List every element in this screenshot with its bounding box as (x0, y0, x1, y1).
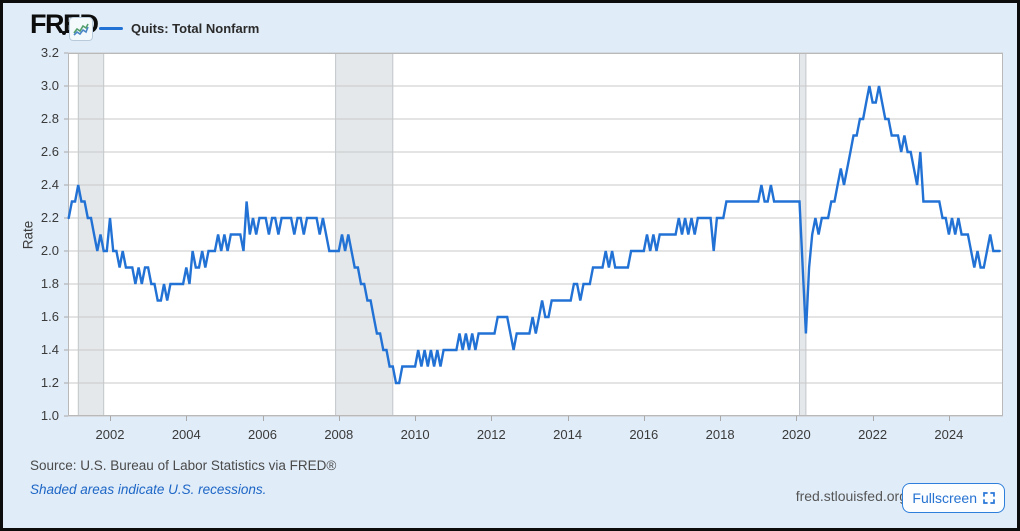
x-tick-label: 2016 (629, 427, 659, 442)
y-tick-label: 1.6 (40, 309, 59, 324)
x-tick-mark (338, 416, 340, 421)
site-url: fred.stlouisfed.org (795, 488, 907, 504)
x-tick-label: 2014 (553, 427, 583, 442)
x-tick-mark (415, 416, 417, 421)
y-tick-label: 2.8 (40, 111, 59, 126)
y-tick-label: 2.6 (40, 144, 59, 159)
recession-note-link[interactable]: Shaded areas indicate U.S. recessions. (30, 482, 267, 497)
x-tick-mark (110, 416, 111, 421)
x-tick-label: 2022 (858, 427, 888, 442)
y-tick-label: 3.0 (40, 78, 59, 93)
legend-line-swatch (99, 26, 123, 30)
x-axis: 2002 2004 2006 2008 2010 2012 2014 2016 2018 2020… (68, 416, 1003, 448)
y-tick-label: 1.0 (40, 408, 59, 423)
x-tick-mark (262, 416, 264, 421)
source-text: Source: U.S. Bureau of Labor Statistics … (30, 458, 337, 473)
y-tick-label: 3.2 (40, 45, 59, 60)
x-tick-label: 2010 (400, 427, 430, 442)
x-tick-mark (948, 416, 950, 421)
fullscreen-button[interactable]: Fullscreen (902, 483, 1005, 513)
x-tick-mark (720, 416, 722, 421)
x-tick-label: 2008 (324, 427, 354, 442)
x-tick-mark (796, 416, 798, 421)
x-tick-mark (567, 416, 569, 421)
chart-canvas (64, 52, 1003, 417)
legend: Quits: Total Nonfarm (99, 20, 259, 36)
y-tick-label: 2.4 (40, 177, 59, 192)
fred-logo-sparkline-icon (69, 17, 93, 41)
y-tick-label: 1.4 (40, 342, 59, 357)
x-tick-label: 2012 (476, 427, 506, 442)
x-tick-label: 2020 (781, 427, 811, 442)
x-tick-mark (643, 416, 645, 421)
y-tick-label: 2.0 (40, 243, 59, 258)
x-tick-mark (491, 416, 493, 421)
x-tick-label: 2004 (171, 427, 201, 442)
y-tick-label: 1.2 (40, 375, 59, 390)
x-tick-mark (186, 416, 188, 421)
plot-area[interactable] (64, 52, 1003, 417)
fullscreen-button-label: Fullscreen (912, 490, 977, 506)
y-axis: 1.0 1.2 1.4 1.6 1.8 2.0 2.2 2.4 2.6 2.8 3.0 3.2 (3, 45, 61, 423)
x-tick-label: 2006 (248, 427, 277, 442)
fullscreen-expand-icon (983, 492, 995, 504)
y-tick-label: 2.2 (40, 210, 59, 225)
x-tick-label: 2002 (95, 427, 125, 442)
x-tick-label: 2024 (934, 427, 964, 442)
x-tick-mark (872, 416, 874, 421)
x-tick-label: 2018 (705, 427, 735, 442)
legend-series-label: Quits: Total Nonfarm (131, 20, 260, 36)
y-tick-label: 1.8 (40, 276, 59, 291)
fred-logo-dot (62, 31, 66, 35)
